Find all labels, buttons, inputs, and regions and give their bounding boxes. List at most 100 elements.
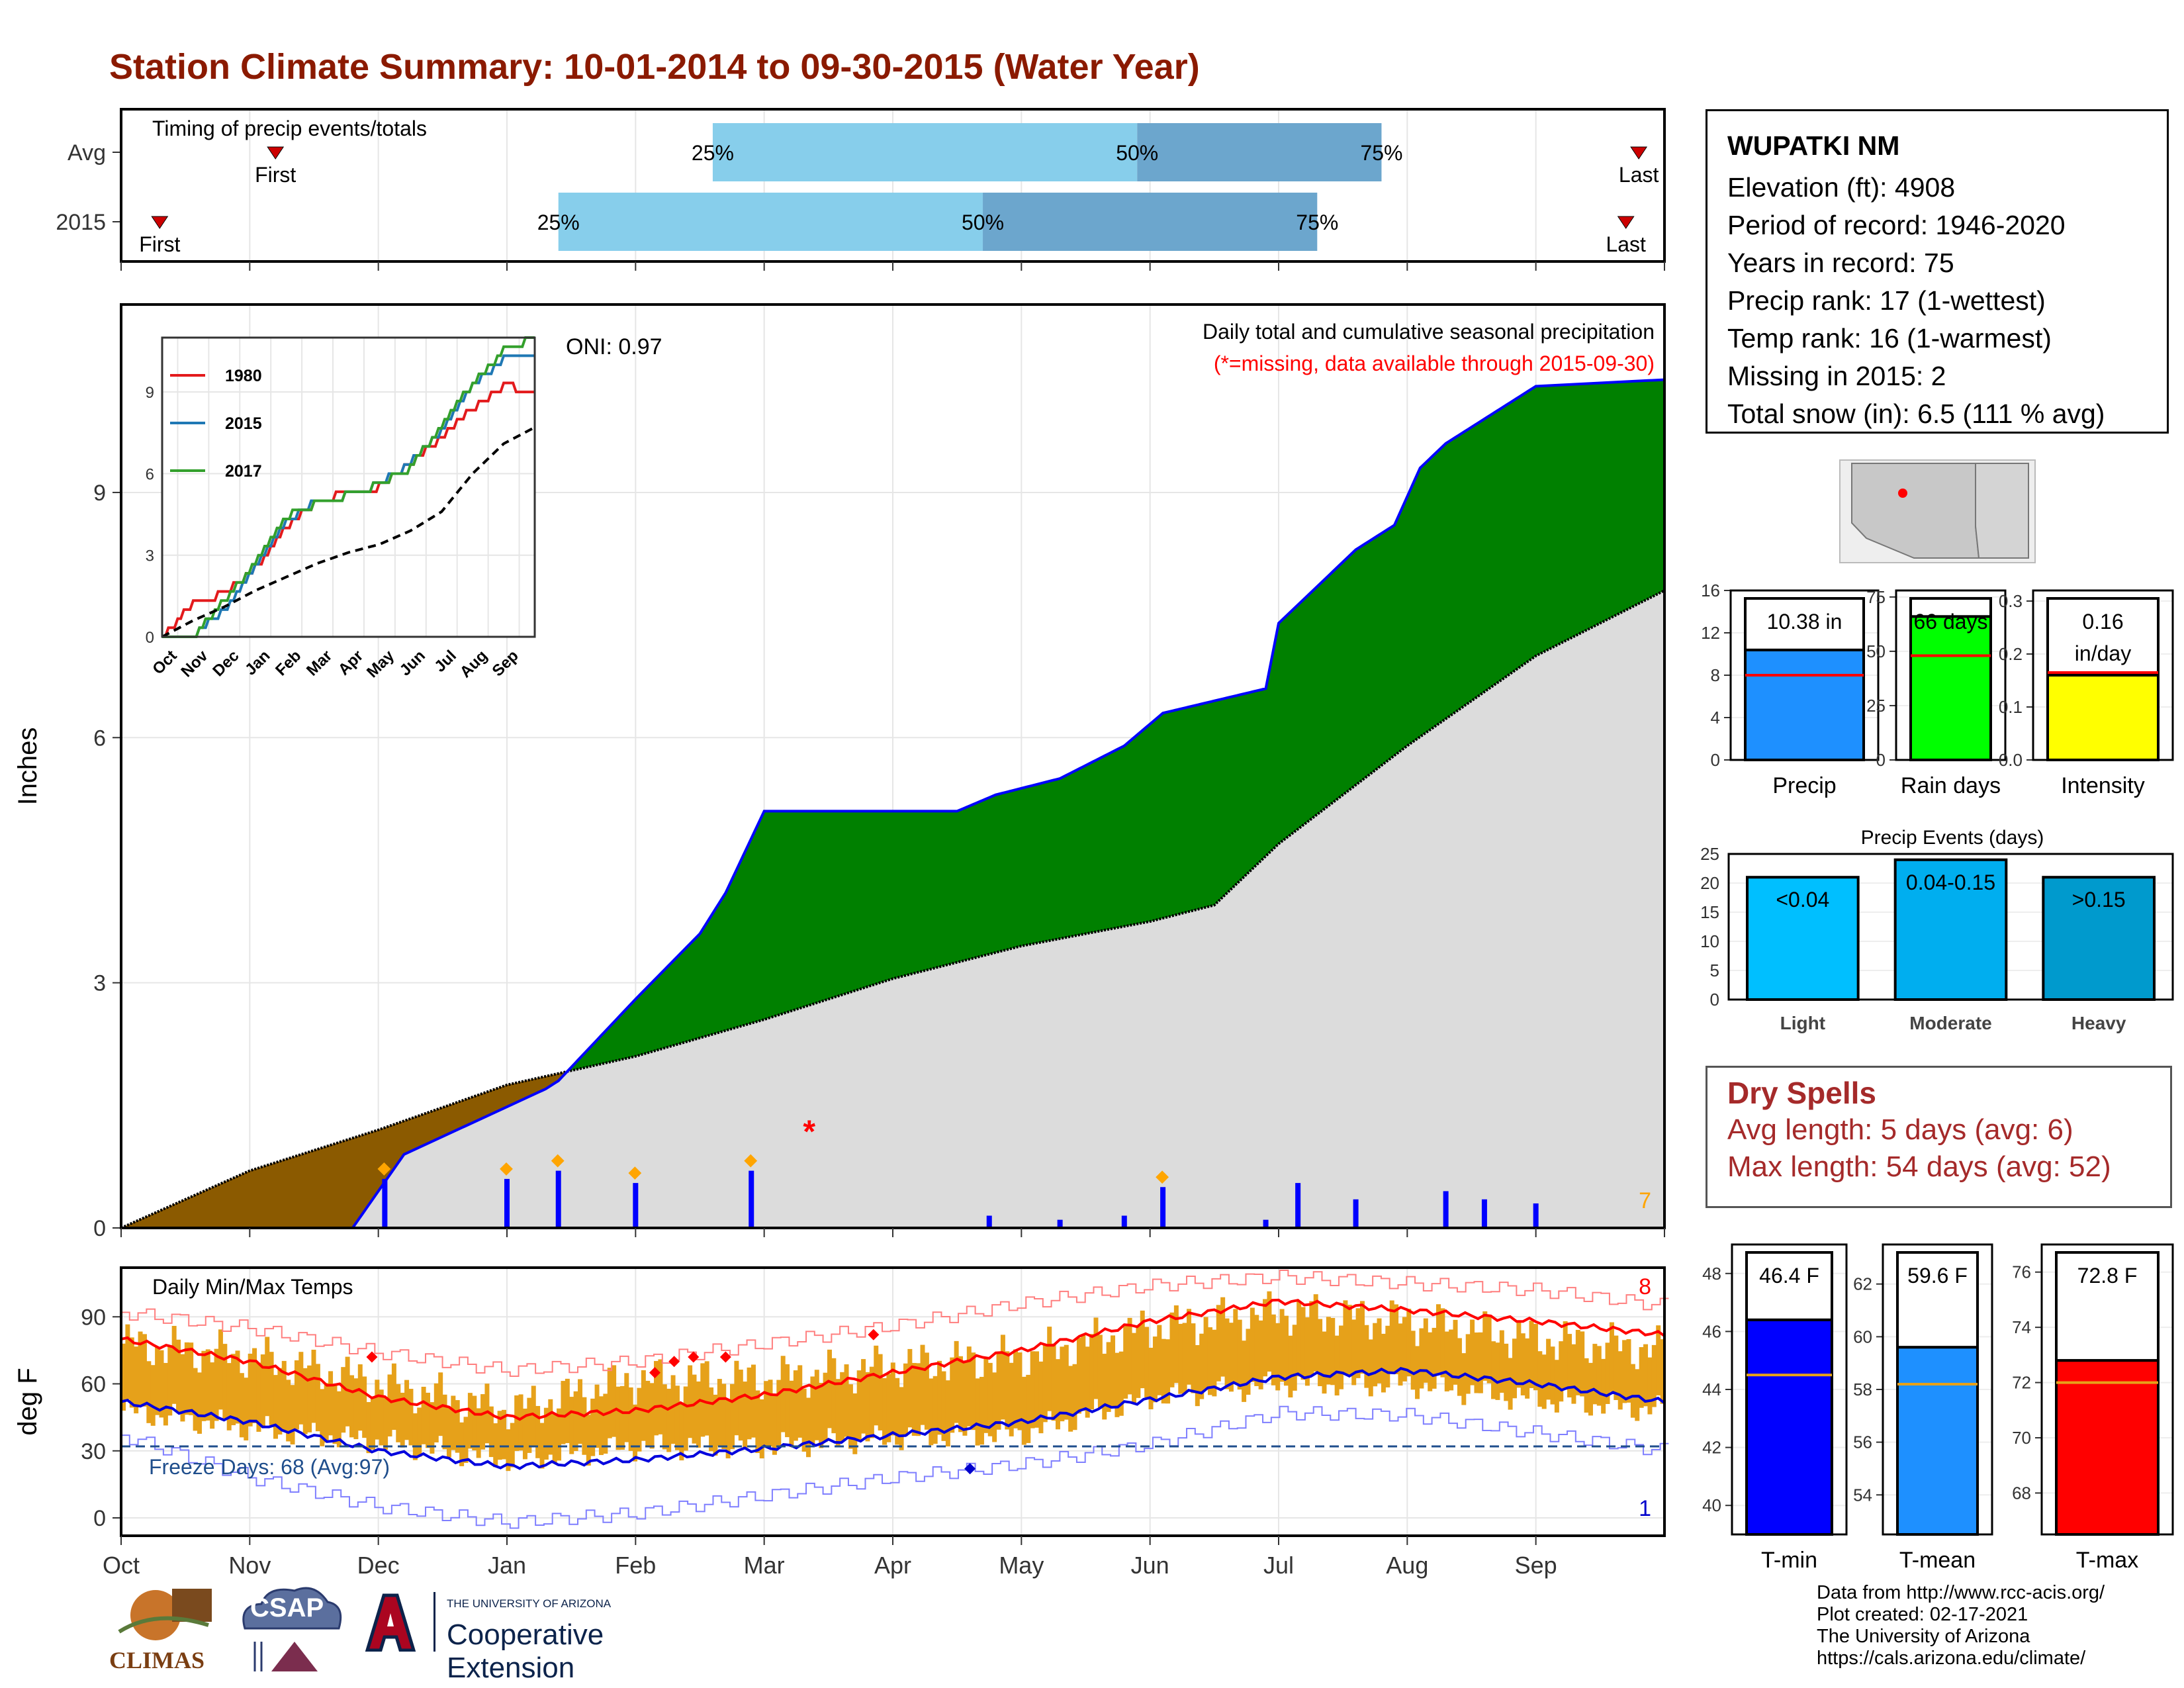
temp-bar-t-min-tick-label: 46 [1702,1321,1721,1341]
precip-y-tick-label: 3 [93,971,106,996]
daily-temp-range-bar [1377,1318,1382,1383]
daily-temp-range-bar [1136,1325,1141,1398]
daily-temp-range-bar [1250,1307,1255,1382]
daily-temp-range-bar [933,1376,938,1444]
daily-temp-range-bar [878,1354,883,1430]
daily-temp-range-bar [1081,1334,1086,1411]
daily-temp-range-bar [1334,1335,1340,1396]
daily-temp-range-bar [1237,1319,1242,1390]
daily-temp-range-bar [535,1405,541,1458]
daily-temp-range-bar [1486,1315,1492,1383]
precip-corner-count: 7 [1639,1188,1651,1213]
daily-temp-range-bar [721,1383,727,1450]
daily-temp-range-bar [320,1389,325,1446]
daily-temp-range-bar [1140,1310,1145,1389]
daily-temp-range-bar [180,1354,185,1422]
temp-bar-t-min-tick-label: 44 [1702,1380,1721,1399]
daily-temp-range-bar [222,1344,228,1419]
daily-temp-range-bar [1013,1349,1019,1429]
daily-precip-bar [1295,1183,1301,1228]
daily-temp-range-bar [210,1362,215,1429]
daily-temp-range-bar [624,1373,629,1442]
timing-panel-label: Timing of precip events/totals [152,117,427,140]
daily-temp-range-bar [336,1391,341,1448]
daily-temp-range-bar [962,1362,968,1436]
average-min-line [120,1366,1666,1470]
missing-note: (*=missing, data available through 2015-… [1214,352,1655,375]
daily-temp-range-bar [679,1402,684,1461]
record-high-marker-icon [649,1367,660,1379]
daily-temp-range-bar [1097,1335,1103,1409]
ua-logo: THE UNIVERSITY OF ARIZONA Cooperative Ex… [361,1592,731,1684]
temp-y-tick-label: 60 [81,1372,106,1397]
record-high-marker-icon [868,1329,880,1340]
intensity-frame [2032,589,2174,761]
temp-bar-t-max-tick-label: 74 [2012,1317,2031,1337]
daily-temp-range-bar [1246,1329,1251,1395]
daily-temp-range-bar [1182,1323,1187,1393]
daily-temp-range-bar [658,1359,663,1434]
daily-temp-range-bar [400,1392,405,1448]
daily-temp-range-bar [167,1346,173,1416]
daily-temp-range-bar [235,1350,240,1424]
temp-panel-label: Daily Min/Max Temps [152,1275,353,1299]
daily-temp-range-bar [835,1379,841,1446]
daily-temp-range-bar [1118,1351,1124,1416]
daily-temp-range-bar [1076,1338,1081,1414]
climas-logo-text: CLIMAS [109,1647,205,1673]
daily-temp-range-bar [476,1408,481,1458]
temp-bar-t-min-frame [1731,1243,1848,1536]
daily-temp-range-bar [979,1376,984,1445]
temp-bar-t-max-tick-label: 68 [2012,1483,2031,1503]
timing-bar-50-75 [983,193,1318,251]
daily-temp-range-bar [1263,1299,1268,1377]
daily-temp-range-bar [298,1352,304,1425]
daily-temp-range-bar [713,1394,718,1456]
inset-legend-label: 2017 [225,462,262,481]
daily-temp-range-bar [772,1393,777,1455]
daily-temp-range-bar [1339,1325,1344,1389]
daily-temp-range-bar [674,1385,680,1450]
month-axis-label: Mar [744,1552,785,1579]
last-label: Last [1619,163,1659,187]
intensity-x-label: Intensity [2061,773,2145,798]
above-average-area [568,379,1664,1072]
daily-temp-range-bar [366,1402,371,1454]
rain-days-tick-label: 0 [1876,750,1886,770]
temp-bar-t-mean-value-label: 59.6 F [1907,1264,1968,1288]
daily-temp-range-bar [1444,1331,1449,1391]
intensity-tick-label: 0.2 [1999,644,2023,664]
daily-temp-range-bar [1191,1323,1196,1393]
daily-temp-range-bar [1157,1325,1162,1395]
events-chart-frame [1727,853,2174,1001]
daily-temp-range-bar [603,1393,608,1454]
daily-temp-range-bar [286,1380,291,1442]
timing-pct-label: 75% [1360,141,1402,165]
below-average-area [121,1070,569,1228]
daily-temp-range-bar [941,1371,946,1441]
daily-temp-range-bar [493,1423,498,1468]
daily-temp-range-bar [823,1372,828,1442]
daily-temp-range-bar [1541,1354,1547,1409]
daily-temp-range-bar [1085,1346,1090,1418]
temp-bar-t-mean-frame [1882,1243,1993,1536]
station-location-icon [1898,489,1907,498]
daily-temp-range-bar [307,1365,312,1432]
daily-temp-range-bar [1537,1351,1543,1407]
daily-temp-range-bar [311,1349,316,1423]
daily-temp-range-bar [856,1370,862,1440]
daily-temp-range-bar [1626,1339,1631,1403]
daily-temp-range-bar [1428,1332,1433,1391]
temp-bar-t-max-value-label: 72.8 F [2077,1264,2138,1288]
daily-temp-range-bar [256,1362,261,1432]
timing-bar-50-75 [1137,123,1382,181]
intensity-tick-label: 0.0 [1999,750,2023,770]
daily-temp-range-bar [890,1362,895,1436]
daily-temp-range-bar [861,1359,866,1434]
daily-temp-range-bar [1055,1359,1060,1430]
daily-temp-range-bar [1584,1358,1589,1413]
month-axis-label: Jan [488,1552,526,1579]
daily-temp-range-bar [814,1370,819,1440]
daily-temp-range-bar [189,1342,194,1415]
